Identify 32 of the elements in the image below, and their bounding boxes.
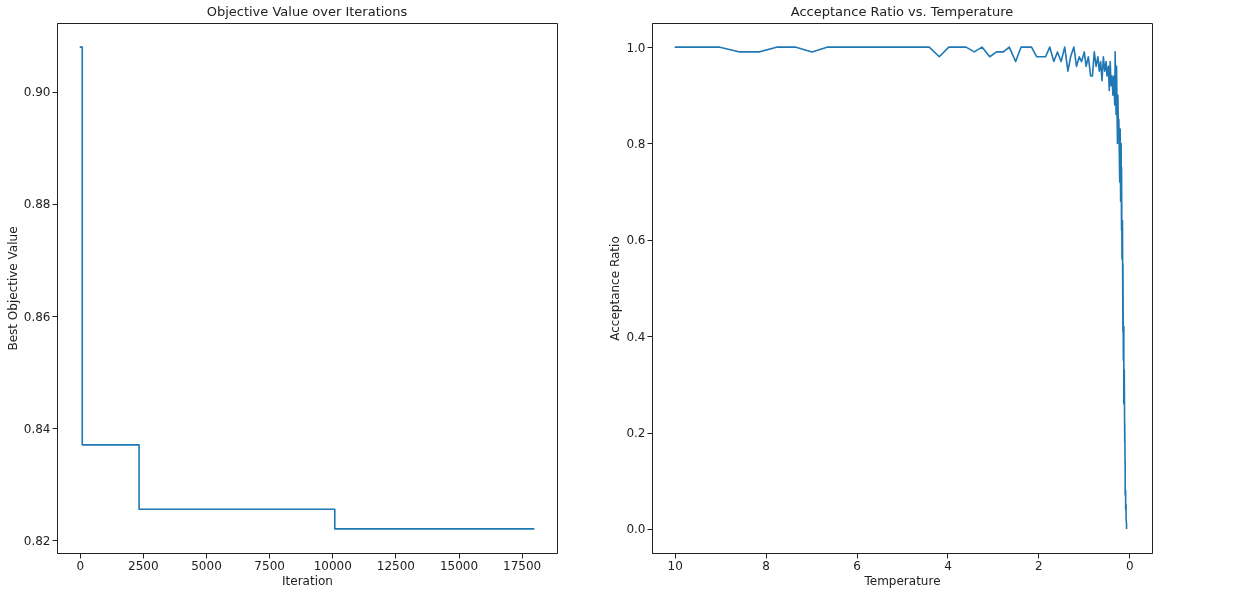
x-tick-label: 2500 xyxy=(128,558,159,573)
y-tick-label: 1.0 xyxy=(626,40,646,55)
x-tick-label: 17500 xyxy=(503,558,542,573)
x-tick-label: 10 xyxy=(667,558,683,573)
chart-title: Acceptance Ratio vs. Temperature xyxy=(790,4,1014,19)
y-tick-label: 0.84 xyxy=(23,421,51,436)
y-axis-title: Acceptance Ratio xyxy=(608,236,623,341)
x-tick-label: 0 xyxy=(76,558,85,573)
y-tick-label: 0.2 xyxy=(626,426,646,441)
y-tick-label: 0.90 xyxy=(23,85,51,100)
x-tick-label: 15000 xyxy=(439,558,479,573)
x-axis-title: Iteration xyxy=(282,573,333,588)
x-tick-label: 8 xyxy=(762,558,770,573)
x-tick-label: 0 xyxy=(1125,558,1134,573)
x-tick-label: 12500 xyxy=(376,558,415,573)
y-tick-label: 0.8 xyxy=(626,136,646,151)
x-tick-label: 2 xyxy=(1035,558,1043,573)
y-tick-label: 0.86 xyxy=(23,309,51,324)
x-tick-label: 5000 xyxy=(191,558,222,573)
y-tick-label: 0.82 xyxy=(23,533,51,548)
y-tick-label: 0.4 xyxy=(626,329,646,344)
y-tick-label: 0.0 xyxy=(626,522,646,537)
x-tick-label: 4 xyxy=(944,558,952,573)
y-tick-label: 0.88 xyxy=(23,197,51,212)
x-axis-title: Temperature xyxy=(863,573,941,588)
chart-title: Objective Value over Iterations xyxy=(206,4,408,19)
x-tick-label: 10000 xyxy=(313,558,352,573)
line-series xyxy=(673,46,1128,530)
x-tick-label: 7500 xyxy=(254,558,285,573)
y-tick-label: 0.6 xyxy=(626,233,646,248)
y-axis-title: Best Objective Value xyxy=(5,226,20,351)
x-tick-label: 6 xyxy=(853,558,861,573)
